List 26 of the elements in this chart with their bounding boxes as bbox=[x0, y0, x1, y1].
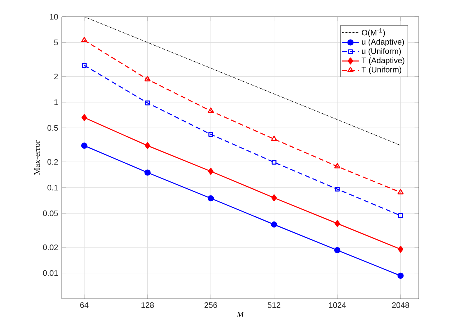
point bbox=[335, 186, 340, 192]
point bbox=[334, 247, 341, 254]
point bbox=[272, 160, 277, 165]
point bbox=[208, 168, 214, 176]
point bbox=[144, 76, 151, 82]
point bbox=[398, 246, 404, 253]
point bbox=[81, 37, 88, 43]
point bbox=[208, 108, 214, 114]
point bbox=[82, 114, 88, 122]
point bbox=[145, 100, 150, 106]
point bbox=[81, 142, 88, 149]
point bbox=[398, 213, 404, 218]
point bbox=[145, 142, 151, 150]
point bbox=[398, 189, 404, 195]
point bbox=[334, 220, 340, 228]
point bbox=[272, 194, 278, 202]
point bbox=[208, 132, 214, 138]
y-axis-title: Max-error bbox=[34, 140, 40, 176]
point bbox=[144, 170, 151, 176]
point bbox=[271, 222, 278, 228]
point bbox=[334, 163, 341, 169]
point bbox=[271, 136, 278, 142]
point bbox=[398, 272, 404, 280]
point bbox=[82, 63, 87, 68]
point bbox=[208, 195, 214, 202]
x-axis-title: M bbox=[236, 312, 244, 318]
